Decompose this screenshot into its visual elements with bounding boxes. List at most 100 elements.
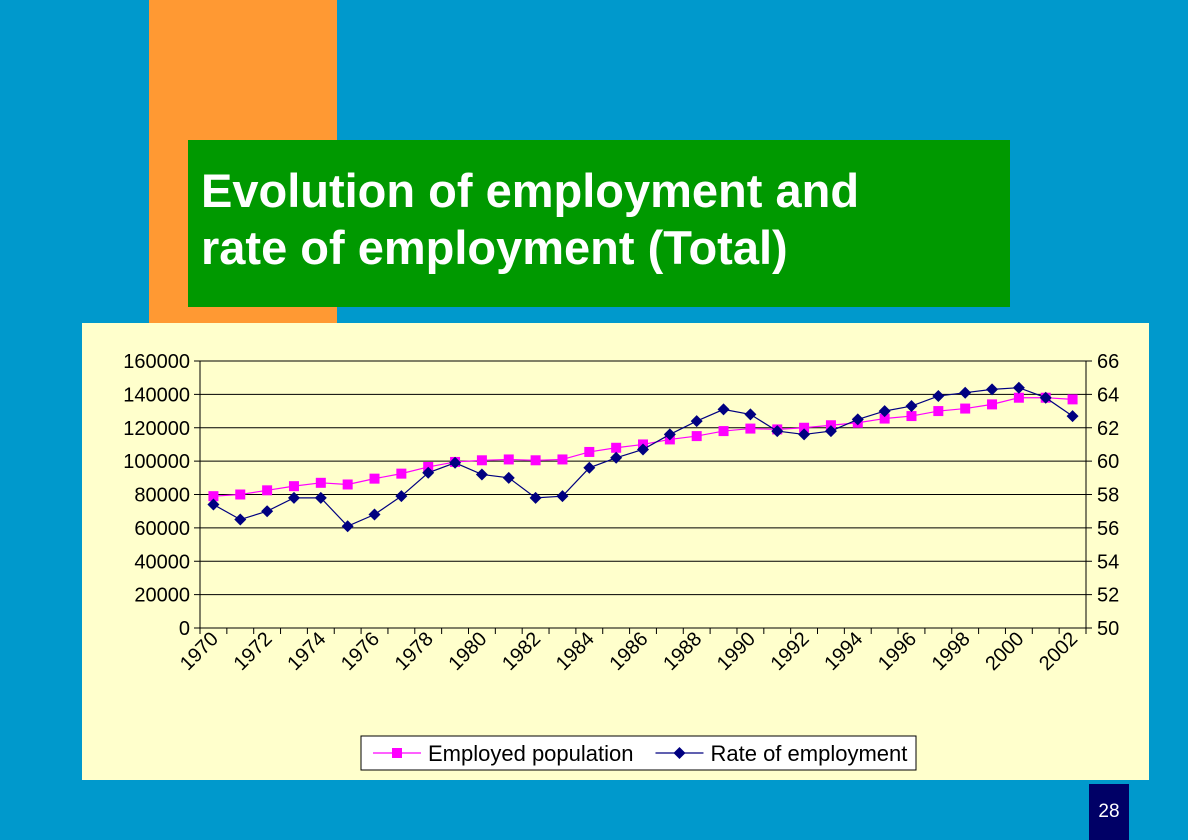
- x-tick-label: 1976: [337, 628, 384, 675]
- rate-of-employment-point: [663, 428, 676, 441]
- rate-of-employment-point: [1039, 391, 1052, 404]
- rate-of-employment-point: [475, 468, 488, 481]
- y-left-tick-label: 120000: [123, 418, 190, 440]
- slide-title: Evolution of employment and rate of empl…: [201, 164, 860, 274]
- legend-label: Rate of employment: [710, 741, 907, 766]
- rate-of-employment-point: [744, 408, 757, 421]
- y-right-tick-label: 60: [1097, 451, 1119, 473]
- x-tick-label: 1972: [230, 628, 277, 675]
- employed-population-point: [1013, 392, 1024, 403]
- y-right-tick-label: 50: [1097, 618, 1119, 640]
- employed-population-point: [235, 489, 246, 500]
- employed-population-point: [879, 413, 890, 424]
- rate-of-employment-point: [798, 428, 811, 441]
- y-right-tick-label: 64: [1097, 384, 1119, 406]
- employed-population-point: [718, 426, 729, 437]
- rate-of-employment-point: [583, 461, 596, 474]
- x-tick-label: 1974: [283, 628, 330, 675]
- employed-population-point: [315, 477, 326, 488]
- rate-of-employment-point: [905, 400, 918, 413]
- employed-population-point: [342, 479, 353, 490]
- rate-of-employment-point: [717, 403, 730, 416]
- page-number: 28: [1089, 784, 1129, 840]
- x-tick-label: 1978: [391, 628, 438, 675]
- y-left-tick-label: 100000: [123, 451, 190, 473]
- rate-of-employment-point: [234, 513, 247, 526]
- x-tick-label: 2002: [1035, 628, 1082, 675]
- x-tick-label: 1998: [928, 628, 975, 675]
- employed-population-point: [369, 473, 380, 484]
- employed-population-point: [503, 454, 514, 465]
- rate-of-employment-point: [637, 443, 649, 456]
- y-right-tick-label: 56: [1097, 518, 1119, 540]
- x-tick-label: 1996: [874, 628, 921, 675]
- y-left-tick-label: 60000: [134, 518, 190, 540]
- employed-population-point: [611, 442, 622, 453]
- employed-population-point: [745, 423, 756, 434]
- employed-population-point: [262, 485, 273, 496]
- x-tick-label: 1988: [659, 628, 706, 675]
- x-tick-label: 1984: [552, 628, 599, 675]
- rate-of-employment-point: [824, 425, 837, 438]
- y-right-tick-label: 62: [1097, 418, 1119, 440]
- employed-population-point: [1067, 394, 1078, 405]
- y-right-tick-label: 58: [1097, 485, 1119, 507]
- rate-of-employment-point: [932, 390, 945, 403]
- y-left-tick-label: 80000: [134, 485, 190, 507]
- y-left-tick-label: 40000: [134, 551, 190, 573]
- legend-marker-diamond: [673, 747, 686, 759]
- legend-label: Employed population: [428, 741, 633, 766]
- employed-population-point: [530, 455, 541, 466]
- employed-population-point: [691, 431, 702, 442]
- rate-of-employment-point: [959, 386, 972, 399]
- employed-population-point: [799, 422, 810, 433]
- chart-panel: 0 50 20000 52 40000 54 60000 56 80000 58 100000 60 1…: [82, 323, 1149, 780]
- rate-of-employment-point: [1012, 381, 1025, 394]
- rate-of-employment-point: [422, 466, 435, 479]
- employed-population-point: [557, 454, 568, 465]
- employed-population-point: [584, 446, 595, 457]
- rate-of-employment-point: [314, 491, 327, 504]
- rate-of-employment-point: [502, 471, 515, 484]
- rate-of-employment-point: [556, 490, 569, 503]
- y-right-tick-label: 54: [1097, 551, 1119, 573]
- x-tick-label: 1994: [820, 628, 867, 675]
- rate-of-employment-point: [851, 413, 864, 426]
- employed-population-point: [208, 491, 219, 502]
- y-left-tick-label: 20000: [134, 585, 190, 607]
- rate-of-employment-point: [341, 520, 354, 533]
- rate-of-employment-point: [207, 498, 220, 511]
- x-tick-label: 1982: [498, 628, 545, 675]
- rate-of-employment-point: [261, 505, 274, 518]
- legend-marker-square: [392, 748, 402, 758]
- rate-of-employment-point: [771, 425, 784, 438]
- x-tick-label: 1990: [713, 628, 760, 675]
- rate-of-employment-point: [690, 415, 703, 428]
- employed-population-point: [396, 468, 407, 479]
- employed-population-point: [288, 481, 299, 492]
- y-left-tick-label: 140000: [123, 384, 190, 406]
- rate-of-employment-point: [395, 490, 408, 503]
- employed-population-point: [933, 406, 944, 417]
- title-box: Evolution of employment and rate of empl…: [188, 140, 1010, 307]
- rate-of-employment-point: [368, 508, 381, 521]
- rate-of-employment-point: [449, 456, 462, 469]
- employed-population-point: [906, 411, 917, 422]
- x-tick-label: 1980: [444, 628, 491, 675]
- rate-of-employment-point: [529, 491, 542, 504]
- legend-box: [360, 735, 917, 771]
- x-tick-label: 1992: [767, 628, 814, 675]
- rate-of-employment-point: [610, 451, 623, 464]
- rate-of-employment-point: [986, 383, 999, 396]
- employment-chart: 0 50 20000 52 40000 54 60000 56 80000 58 100000 60 1…: [123, 351, 1119, 771]
- rate-of-employment-point: [1066, 410, 1079, 423]
- y-left-tick-label: 0: [179, 618, 190, 640]
- rate-of-employment-line: [213, 387, 1073, 527]
- x-tick-label: 1986: [606, 628, 653, 675]
- x-tick-label: 2000: [981, 628, 1028, 675]
- y-left-tick-label: 160000: [123, 351, 190, 373]
- y-right-tick-label: 66: [1097, 351, 1119, 373]
- employed-population-point: [476, 455, 487, 466]
- rate-of-employment-point: [878, 405, 891, 418]
- rate-of-employment-point: [287, 491, 300, 504]
